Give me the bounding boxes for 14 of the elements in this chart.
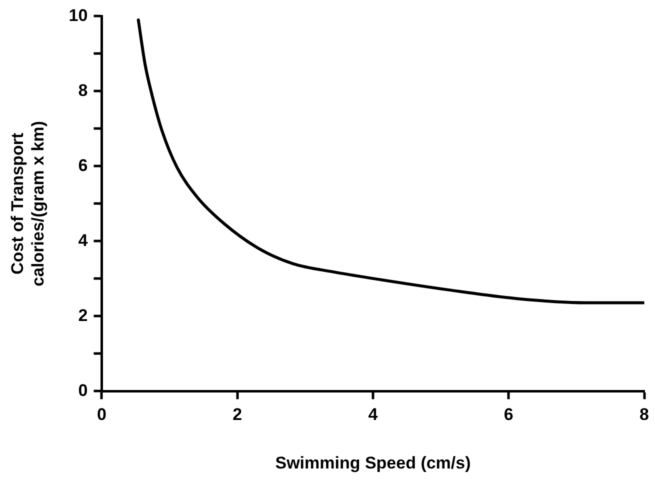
x-tick-label: 2 [232, 405, 242, 424]
x-tick-label: 4 [368, 405, 378, 424]
x-tick-label: 6 [504, 405, 514, 424]
y-axis-title: Cost of Transport calories/(gram x km) [8, 121, 48, 286]
x-tick-label: 0 [96, 405, 106, 424]
line-series [136, 18, 644, 304]
y-tick-label: 6 [78, 156, 88, 175]
x-axis-title: Swimming Speed (cm/s) [275, 453, 471, 472]
y-tick-label: 2 [78, 306, 88, 325]
y-tick-label: 0 [78, 380, 88, 400]
x-tick-label: 8 [640, 405, 650, 424]
y-tick-label: 4 [78, 230, 88, 250]
y-tick-label: 10 [68, 6, 88, 25]
y-tick-label: 8 [78, 80, 88, 100]
